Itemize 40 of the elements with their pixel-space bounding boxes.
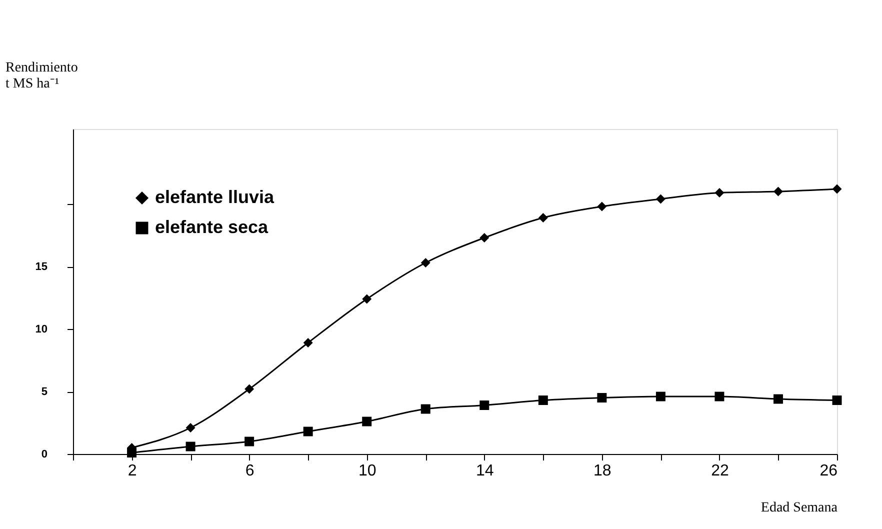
point — [714, 188, 724, 198]
point — [362, 294, 372, 304]
point — [303, 426, 313, 436]
point — [832, 396, 842, 405]
y-tick-label: 10 — [35, 324, 48, 336]
x-tick-label: 14 — [476, 462, 494, 480]
point — [303, 338, 313, 348]
y-tick-label: 15 — [35, 261, 48, 273]
point — [656, 392, 666, 402]
x-tick-label: 2 — [128, 462, 137, 480]
point — [420, 404, 430, 414]
x-tick-label: 10 — [358, 462, 376, 480]
legend-label: elefante lluvia — [155, 187, 276, 207]
point — [480, 400, 490, 410]
y-tick-label: 5 — [41, 386, 48, 398]
x-tick-label: 18 — [594, 462, 612, 480]
point — [420, 258, 430, 268]
legend-label: elefante seca — [155, 217, 270, 237]
point — [186, 423, 196, 432]
x-tick-label: 22 — [711, 462, 729, 480]
point — [244, 384, 254, 394]
y-axis-title: Rendimiento t MS ha⁻¹ — [6, 60, 78, 92]
x-axis-title: Edad Semana — [760, 500, 838, 516]
point — [714, 392, 724, 402]
point — [244, 436, 254, 446]
point — [362, 416, 372, 426]
x-tick-label: 26 — [820, 462, 838, 480]
point — [538, 213, 548, 222]
point — [127, 448, 137, 458]
point — [480, 233, 490, 242]
point — [832, 184, 842, 194]
point — [597, 202, 607, 212]
point — [773, 394, 783, 404]
point — [656, 194, 666, 204]
point — [597, 393, 607, 402]
x-tick-label: 6 — [245, 462, 254, 480]
y-tick-label: 0 — [41, 448, 48, 460]
point — [773, 186, 783, 196]
point — [538, 396, 548, 405]
point — [186, 442, 196, 452]
